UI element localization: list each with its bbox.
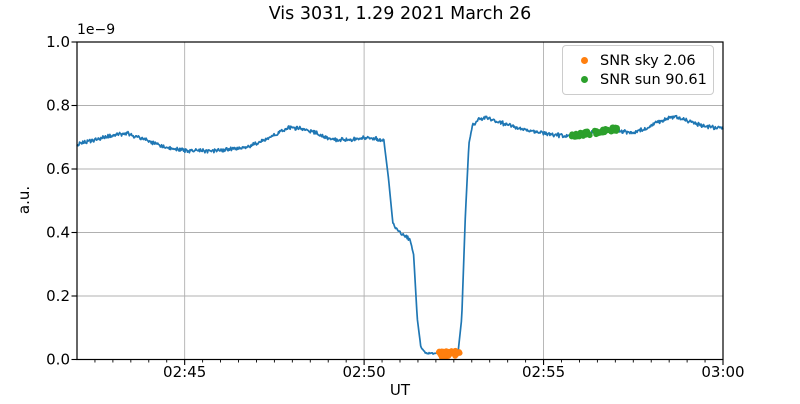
sky-scatter-point (441, 349, 448, 356)
sun-scatter-point (604, 126, 611, 133)
legend: SNR sky 2.06 SNR sun 90.61 (562, 45, 714, 95)
y-tick-label: 0.6 (46, 160, 70, 178)
legend-label-sun: SNR sun 90.61 (600, 71, 707, 88)
legend-entry-sky: SNR sky 2.06 (577, 51, 713, 70)
y-tick-label: 0.4 (46, 224, 70, 242)
sun-scatter-point (610, 124, 617, 131)
legend-label-sky: SNR sky 2.06 (600, 52, 696, 69)
legend-entry-sun: SNR sun 90.61 (577, 70, 713, 89)
y-tick-label: 0.0 (46, 351, 70, 369)
x-tick-label: 02:50 (342, 363, 385, 381)
signal-line (76, 114, 724, 356)
y-tick-label: 1.0 (46, 33, 70, 51)
sun-scatter-point (571, 132, 578, 139)
axis-offset-label: 1e−9 (77, 22, 116, 38)
chart-title: Vis 3031, 1.29 2021 March 26 (268, 4, 532, 24)
y-tick-label: 0.8 (46, 97, 70, 115)
sky-scatter-point (456, 349, 463, 355)
sun-scatter-point (577, 132, 584, 138)
y-tick-label: 0.2 (46, 287, 70, 305)
sky-marker-icon (581, 57, 588, 64)
x-tick-label: 02:55 (522, 363, 565, 381)
sun-scatter-point (593, 130, 600, 137)
x-axis-label: UT (389, 381, 411, 399)
y-axis-label: a.u. (15, 185, 33, 215)
x-tick-label: 02:45 (163, 363, 206, 381)
x-tick-label: 03:00 (701, 363, 744, 381)
sun-scatter-point (586, 131, 593, 138)
sky-scatter-point (439, 353, 446, 360)
sun-scatter-point (599, 129, 606, 136)
sun-marker-icon (581, 76, 588, 83)
